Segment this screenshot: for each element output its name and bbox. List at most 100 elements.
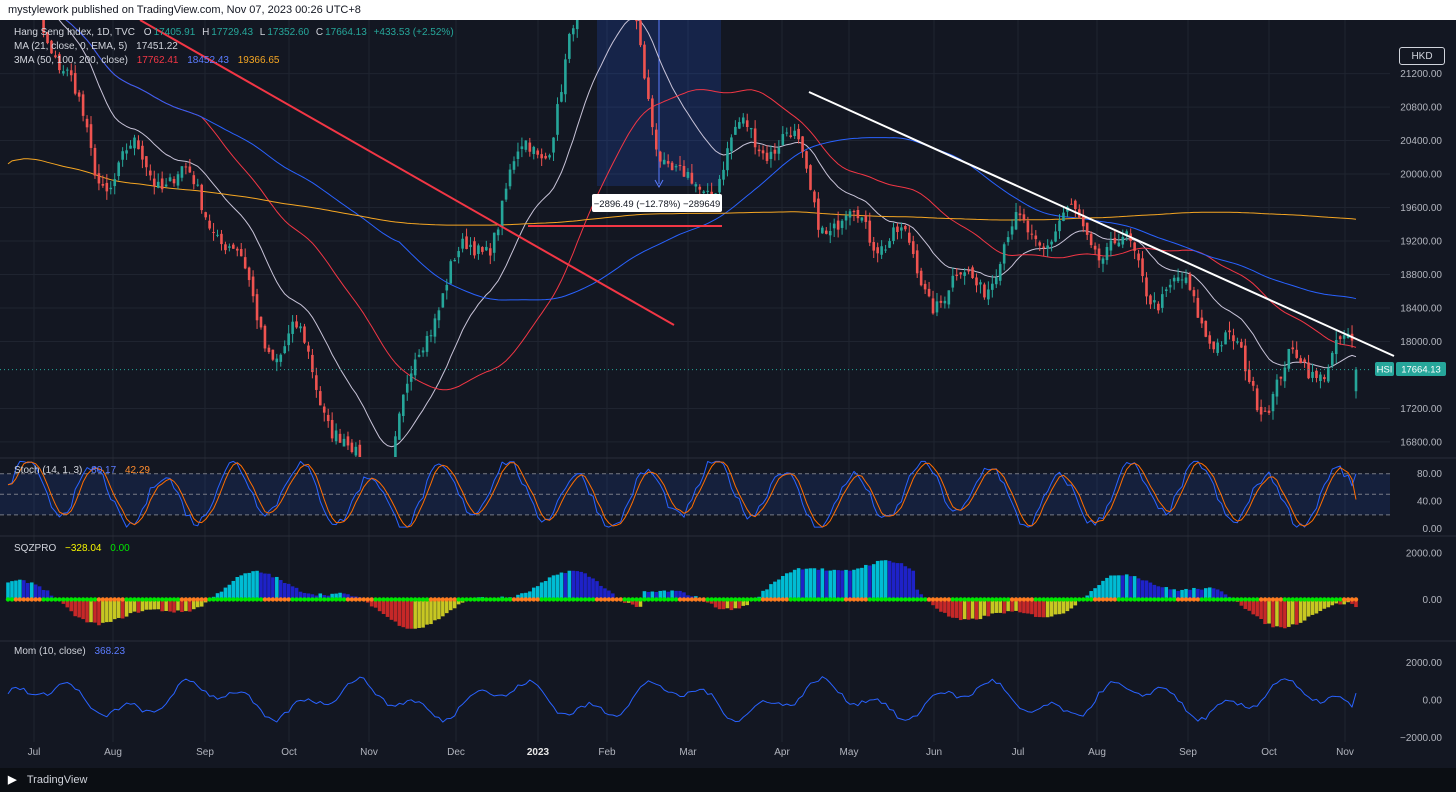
candle-body: [1263, 410, 1267, 412]
sqz-bar: [879, 560, 884, 600]
sqz-dot: [626, 597, 631, 602]
sqz-bar: [1314, 599, 1319, 614]
x-tick-label: Sep: [1179, 747, 1197, 758]
sqz-dot: [1061, 597, 1066, 602]
sqz-bar: [1354, 599, 1358, 608]
legend-o-label: O: [143, 27, 152, 38]
sqz-bar: [41, 590, 46, 600]
sqz-bar: [1188, 589, 1192, 600]
legend-mom[interactable]: Mom (10, close) 368.23: [14, 646, 125, 657]
candle-body: [275, 358, 279, 363]
sqz-dot: [665, 597, 671, 602]
sqz-bar: [535, 586, 540, 600]
sqz-dot: [167, 597, 173, 602]
sqz-dot: [1334, 597, 1339, 602]
sqz-bar: [381, 599, 386, 615]
candle-body: [1247, 369, 1251, 382]
candle: [267, 344, 271, 354]
sqz-dot: [1001, 597, 1007, 602]
sqz-dot: [942, 597, 948, 602]
sqz-dot: [784, 597, 789, 602]
sqz-bar: [717, 599, 722, 610]
sqz-dot: [938, 597, 944, 602]
sqz-dot: [689, 597, 695, 602]
currency-badge[interactable]: HKD: [1399, 47, 1445, 65]
sqz-dot: [946, 597, 952, 602]
candle: [571, 24, 575, 42]
candle-body: [1275, 379, 1279, 397]
candle-body: [54, 55, 57, 58]
sqz-bar: [437, 599, 441, 620]
sqz-dot: [543, 597, 548, 602]
sqz-bar: [267, 573, 271, 600]
sqz-bar: [1140, 580, 1145, 600]
candle: [643, 41, 646, 80]
candle-body: [409, 373, 413, 382]
legend-main[interactable]: Hang Seng Index, 1D, TVC O 17405.91 H 1772…: [14, 27, 454, 38]
candle: [544, 152, 547, 160]
chart-area[interactable]: 21200.00 20800.00 20400.00 20000.00 19600.00…: [0, 19, 1456, 768]
candle-body: [133, 137, 136, 149]
sqz-dot: [855, 597, 861, 602]
sqz-dot: [713, 597, 718, 602]
sqz-bar: [958, 599, 963, 621]
sqz-dot: [895, 597, 900, 602]
price-axis[interactable]: 21200.00 20800.00 20400.00 20000.00 19600.00…: [1400, 69, 1442, 744]
sqz-bar: [156, 599, 160, 610]
ma-50-line: [65, 20, 1357, 391]
legend-mom-value: 368.23: [94, 646, 126, 657]
sqz-dot: [163, 597, 169, 602]
candle-body: [927, 288, 931, 297]
legend-stoch[interactable]: Stoch (14, 1, 3) 80.17 42.29: [14, 465, 150, 476]
candle: [417, 349, 421, 358]
sqz-bar: [421, 599, 425, 628]
footer-brand[interactable]: ▶ TradingView: [0, 768, 1456, 792]
sqz-bar: [152, 599, 157, 610]
sqz-dot: [673, 597, 679, 602]
trend-lines[interactable]: [0, 19, 1395, 371]
candle-body: [1315, 370, 1318, 379]
candle-body: [299, 326, 302, 329]
y-tick-label: 2000.00: [1406, 549, 1443, 560]
chart-svg[interactable]: 21200.00 20800.00 20400.00 20000.00 19600.00…: [0, 19, 1456, 768]
candle: [951, 267, 955, 292]
time-axis[interactable]: Jul Aug Sep Oct Nov Dec 2023 Feb Mar Apr May Jun Jul…: [28, 747, 1354, 758]
legend-3ma[interactable]: 3MA (50, 100, 200, close) 17762.41 18452…: [14, 55, 279, 66]
legend-sqz-v1: −328.04: [65, 543, 102, 554]
legend-sqz[interactable]: SQZPRO −328.04 0.00: [14, 543, 130, 554]
candle: [738, 117, 741, 130]
candle: [690, 163, 694, 185]
candle: [1295, 341, 1299, 360]
candle-body: [651, 98, 654, 128]
sqz-bar: [136, 599, 141, 613]
legend-ma[interactable]: MA (21, close, 0, EMA, 5) 17451.22: [14, 41, 178, 52]
candle-body: [465, 236, 468, 249]
candle-body: [259, 316, 263, 328]
candles[interactable]: [7, 20, 1358, 518]
sqz-bar: [346, 594, 350, 600]
candle: [998, 261, 1002, 286]
candle: [1058, 214, 1061, 239]
candle: [730, 134, 733, 160]
candle-body: [125, 150, 128, 154]
candle-body: [1030, 233, 1034, 235]
legend-ma-value: 17451.22: [136, 41, 178, 52]
candle-body: [97, 173, 101, 184]
candle-body: [477, 245, 480, 254]
candle: [1141, 251, 1144, 283]
candle: [1062, 206, 1065, 222]
candle-body: [172, 179, 176, 184]
sqz-dot: [49, 597, 54, 602]
candle: [1346, 328, 1350, 339]
candle: [872, 236, 876, 259]
sqz-bar: [860, 567, 864, 600]
y-tick-label: 17200.00: [1400, 404, 1442, 415]
sqz-bar: [583, 573, 587, 600]
candle: [682, 160, 686, 178]
candle-body: [908, 232, 911, 243]
candle: [421, 347, 425, 357]
candle-body: [307, 345, 310, 352]
sqz-dot: [254, 597, 260, 602]
candle-body: [1342, 335, 1346, 339]
sqz-bar: [1136, 578, 1141, 600]
